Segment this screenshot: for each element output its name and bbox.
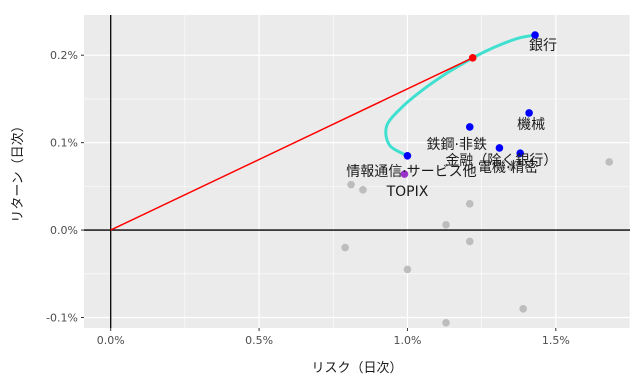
other-point	[442, 318, 450, 327]
other-point	[519, 304, 527, 313]
labeled-point	[516, 149, 525, 157]
x-tick-label: 0.0%	[97, 334, 125, 347]
other-point	[347, 180, 355, 189]
other-point	[442, 221, 450, 229]
point-label: 銀行	[529, 38, 557, 54]
point-label: TOPIX	[386, 184, 429, 200]
other-points	[341, 158, 614, 327]
other-point	[359, 186, 367, 194]
y-axis-ticks: -0.1% 0.0% 0.1% 0.2%	[46, 49, 84, 325]
other-point	[605, 158, 614, 166]
tangency-point	[468, 54, 477, 62]
efficient-frontier-curve	[384, 33, 536, 158]
other-point	[341, 243, 349, 252]
point-label: 電機·精密	[478, 159, 538, 176]
x-tick-label: 1.0%	[393, 334, 421, 347]
tangent-line	[110, 57, 474, 231]
labeled-point	[495, 144, 504, 152]
reference-lines	[84, 15, 630, 328]
other-point	[507, 163, 516, 171]
other-point	[465, 237, 474, 246]
point-label: 機械	[517, 117, 545, 133]
plot-panel	[84, 15, 630, 328]
x-tick-label: 1.5%	[542, 334, 570, 347]
x-axis-title: リスク（日次）	[311, 360, 402, 376]
labeled-point	[465, 123, 474, 131]
labeled-points	[400, 31, 539, 178]
x-axis-ticks: 0.0% 0.5% 1.0% 1.5%	[97, 328, 570, 347]
y-tick-label: 0.1%	[50, 137, 78, 150]
point-label: 鉄鋼·非鉄	[427, 137, 487, 153]
other-point	[403, 265, 412, 274]
x-tick-label: 0.5%	[245, 334, 273, 347]
y-tick-label: 0.0%	[50, 224, 78, 237]
point-label: 情報通信·サービス他	[346, 164, 476, 180]
y-axis-title: リターン（日次）	[10, 119, 26, 222]
labeled-point	[403, 151, 412, 160]
y-tick-label: -0.1%	[46, 312, 78, 325]
point-label: 金融（除く銀行）	[445, 153, 557, 169]
y-tick-label: 0.2%	[50, 49, 78, 62]
labeled-point	[400, 170, 409, 178]
efficient-frontier	[384, 33, 536, 158]
other-point	[465, 200, 474, 208]
tangent-line-group	[110, 54, 477, 231]
labeled-point	[525, 109, 533, 117]
labeled-point	[531, 31, 539, 39]
